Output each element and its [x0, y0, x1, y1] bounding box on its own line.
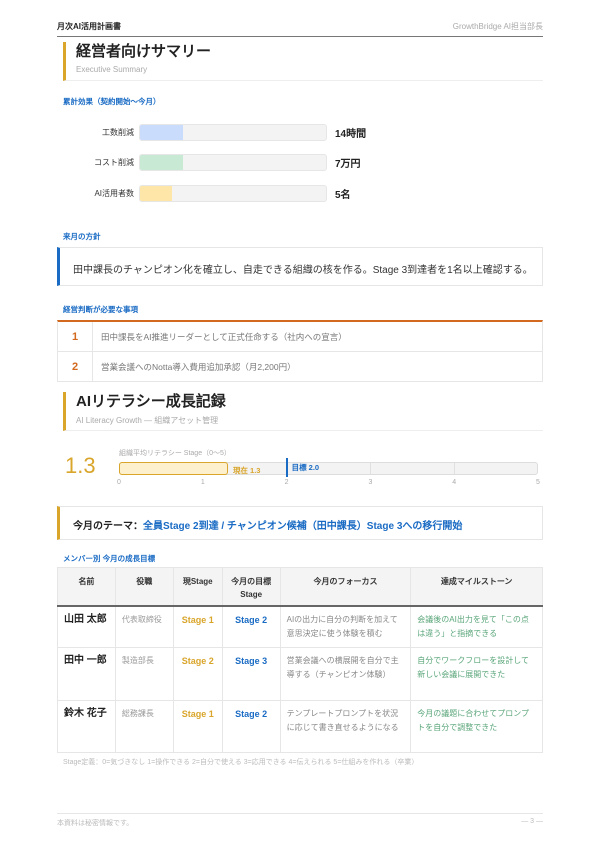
theme-value: 全員Stage 2到達 / チャンピオン候補（田中課長）Stage 3への移行開… — [143, 521, 463, 532]
gauge-tick-label: 4 — [452, 479, 457, 486]
gauge-tick-label: 5 — [536, 479, 540, 486]
effect-row: AI活用者数 5名 — [57, 184, 457, 202]
effect-bar-fill — [140, 155, 183, 170]
effect-bar-track — [139, 123, 327, 141]
column-header: 今月のフォーカス — [279, 567, 412, 607]
effect-value: 14時間 — [335, 128, 367, 140]
monthly-theme: 今月のテーマ：全員Stage 2到達 / チャンピオン候補（田中課長）Stage… — [57, 506, 543, 540]
gauge-gridline — [454, 463, 456, 474]
column-header: 現Stage — [172, 567, 223, 607]
table-row: 鈴木 花子 総務課長 Stage 1 Stage 2 テンプレートプロンプトを状況に応じ… — [57, 699, 543, 753]
decisions-label: 経営判断が必要な事項 — [63, 305, 138, 314]
effect-bar-fill — [140, 124, 183, 140]
effect-bar-track — [139, 154, 327, 171]
theme-label: 今月のテーマ： — [73, 521, 143, 532]
members-label: メンバー別 今月の成長目標 — [63, 554, 156, 563]
gauge-label: 組織平均リテラシー Stage（0〜5） — [119, 450, 231, 457]
members-table: 名前 役職 現Stage 今月の目標Stage 今月のフォーカス 達成マイルストーン 山田… — [57, 567, 543, 753]
decision-row: 1 田中課長をAI推進リーダーとして正式任命する（社内への宣言） — [58, 322, 542, 352]
column-header: 達成マイルストーン — [410, 567, 543, 607]
column-header: 役職 — [114, 567, 174, 607]
policy-box: 田中課長のチャンピオン化を確立し、自走できる組織の核を作る。Stage 3到達者… — [57, 247, 543, 286]
document-author: GrowthBridge AI担当部長 — [452, 22, 543, 31]
gauge-tick-label: 0 — [117, 479, 121, 486]
effects-label: 累計効果（契約開始〜今月） — [63, 97, 161, 106]
decisions-table: 1 田中課長をAI推進リーダーとして正式任命する（社内への宣言） 2 営業会議へのN… — [57, 320, 543, 382]
member-name: 鈴木 花子 — [57, 699, 116, 753]
member-name: 山田 太郎 — [57, 605, 116, 648]
table-header-row: 名前 役職 現Stage 今月の目標Stage 今月のフォーカス 達成マイルストーン — [57, 567, 543, 607]
decision-text: 田中課長をAI推進リーダーとして正式任命する（社内への宣言） — [101, 331, 347, 342]
confidential-note: 本資料は秘密情報です。 — [57, 820, 134, 827]
decision-text: 営業会議へのNotta導入費用追加承認（月2,200円） — [101, 361, 296, 372]
decision-row: 2 営業会議へのNotta導入費用追加承認（月2,200円） — [58, 352, 542, 382]
effect-row: 工数削減 14時間 — [57, 123, 457, 141]
effect-value: 7万円 — [335, 159, 361, 170]
footer-divider — [57, 813, 543, 814]
member-milestone: 自分でワークフローを設計して新しい会議に展開できた — [410, 646, 543, 701]
header-divider — [57, 36, 543, 37]
section-subtitle: AI Literacy Growth — 組織アセット管理 — [76, 416, 219, 425]
section-title: 経営者向けサマリー — [76, 43, 212, 60]
decision-number: 1 — [58, 322, 93, 351]
current-stage: Stage 1 — [172, 605, 223, 648]
member-role: 製造部長 — [114, 646, 174, 701]
effect-label: コスト削減 — [94, 158, 134, 167]
current-stage: Stage 2 — [172, 646, 223, 701]
section-header-literacy: AIリテラシー成長記録 AI Literacy Growth — 組織アセット管… — [63, 392, 543, 431]
section-subtitle: Executive Summary — [76, 65, 148, 74]
page-number: — 3 — — [521, 818, 543, 825]
member-name: 田中 一郎 — [57, 646, 116, 701]
effect-bar-fill — [140, 185, 172, 201]
gauge-tick-label: 2 — [284, 479, 289, 486]
current-stage: Stage 1 — [172, 699, 223, 753]
average-stage: 1.3 — [65, 453, 96, 478]
document-title: 月次AI活用計画書 — [57, 22, 121, 31]
column-header: 名前 — [57, 567, 116, 607]
table-row: 山田 太郎 代表取締役 Stage 1 Stage 2 AIの出力に自分の判断を加えて意… — [57, 605, 543, 648]
effect-value: 5名 — [335, 189, 351, 201]
member-milestone: 今月の議題に合わせてプロンプトを自分で調整できた — [410, 699, 543, 753]
gauge-tick-label: 1 — [200, 479, 205, 486]
gauge-current-fill — [119, 462, 228, 475]
gauge-target-label: 目標 2.0 — [291, 463, 320, 472]
member-focus: AIの出力に自分の判断を加えて意思決定に使う体験を積む — [279, 605, 412, 648]
table-row: 田中 一郎 製造部長 Stage 2 Stage 3 営業会議への横展開を自分で主導する… — [57, 646, 543, 701]
policy-label: 来月の方針 — [63, 232, 101, 241]
member-focus: テンプレートプロンプトを状況に応じて書き直せるようになる — [279, 699, 412, 753]
gauge-gridline — [370, 463, 372, 474]
gauge-current-label: 現在 1.3 — [232, 466, 261, 475]
goal-stage: Stage 3 — [221, 646, 281, 701]
section-title: AIリテラシー成長記録 — [76, 393, 226, 410]
goal-stage: Stage 2 — [221, 699, 281, 753]
effect-label: AI活用者数 — [94, 188, 134, 198]
goal-stage: Stage 2 — [221, 605, 281, 648]
column-header: 今月の目標Stage — [221, 567, 281, 607]
gauge-target-marker — [285, 458, 288, 477]
member-role: 代表取締役 — [114, 605, 174, 648]
member-focus: 営業会議への横展開を自分で主導する（チャンピオン体験） — [279, 646, 412, 701]
effect-bar-track — [139, 184, 327, 202]
effect-label: 工数削減 — [102, 127, 134, 137]
member-role: 総務課長 — [114, 699, 174, 753]
section-header-summary: 経営者向けサマリー Executive Summary — [63, 42, 543, 81]
gauge-tick-label: 3 — [368, 479, 373, 486]
member-milestone: 会議後のAI出力を見て「この点は違う」と指摘できる — [410, 605, 543, 648]
stage-definition: Stage定義：0=気づきなし 1=操作できる 2=自分で使える 3=応用できる… — [63, 759, 419, 766]
effect-row: コスト削減 7万円 — [57, 154, 457, 172]
decision-number: 2 — [58, 352, 93, 381]
